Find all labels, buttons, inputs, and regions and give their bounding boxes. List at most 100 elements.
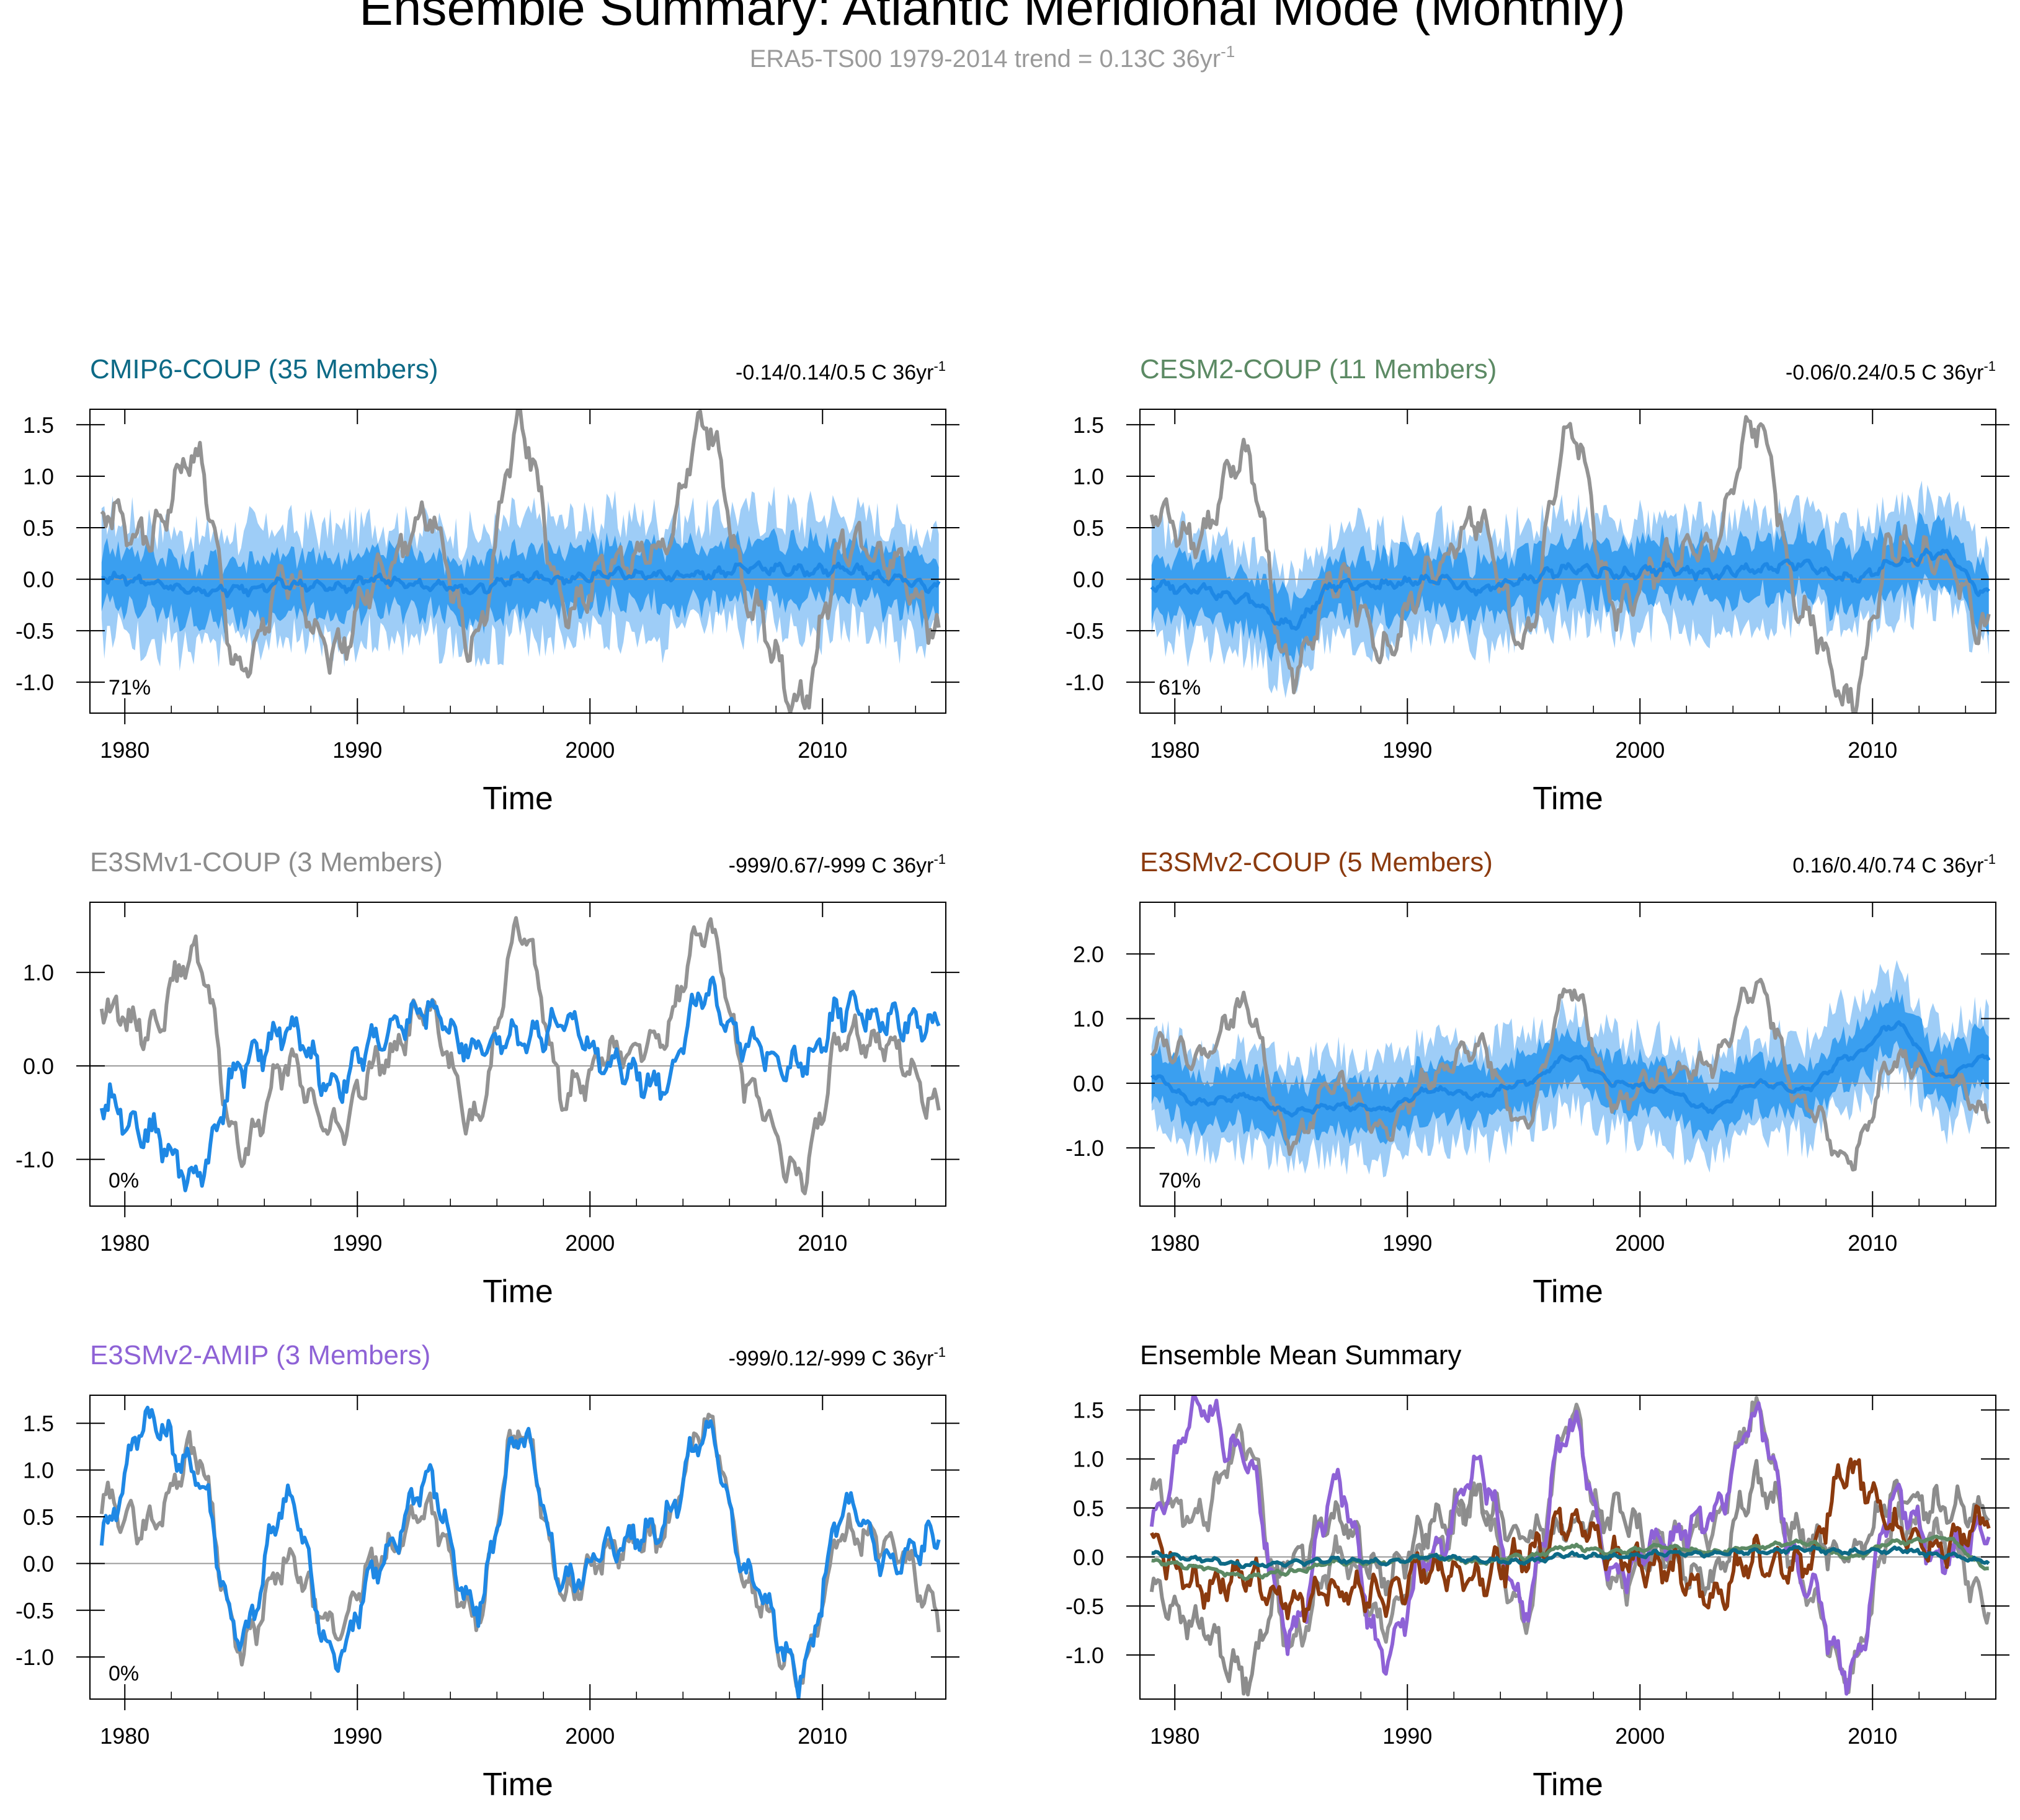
x-tick-label: 2010 bbox=[798, 737, 847, 763]
y-tick-label: 1.0 bbox=[23, 464, 54, 489]
y-tick-label: 1.5 bbox=[23, 412, 54, 438]
panel-1: CMIP6-COUP (35 Members) -0.14/0.14/0.5 C … bbox=[16, 354, 959, 817]
panel-trend-sup: -1 bbox=[1983, 851, 1996, 867]
percent-label: 71% bbox=[109, 676, 151, 699]
x-tick-label: 1980 bbox=[100, 1230, 149, 1256]
percent-label: 0% bbox=[109, 1662, 139, 1685]
panel-trend-sup: -1 bbox=[1983, 358, 1996, 374]
figure-subtitle-main: ERA5-TS00 1979-2014 trend = 0.13C 36yr bbox=[750, 45, 1221, 73]
panel-title: E3SMv2-AMIP (3 Members) bbox=[90, 1340, 430, 1370]
panel-trend-main: -999/0.12/-999 C 36yr bbox=[729, 1347, 934, 1370]
figure-subtitle-sup: -1 bbox=[1221, 42, 1235, 61]
y-tick-label: 0.5 bbox=[1073, 515, 1104, 541]
percent-label: 0% bbox=[109, 1169, 139, 1192]
x-tick-label: 1980 bbox=[100, 737, 149, 763]
series-line-cmip6-coup bbox=[101, 560, 941, 598]
x-tick-label: 1990 bbox=[1382, 737, 1432, 763]
percent-label: 61% bbox=[1159, 676, 1201, 699]
panel-plot-area bbox=[90, 409, 946, 713]
y-tick-label: 1.0 bbox=[1073, 1006, 1104, 1032]
panel-frame bbox=[89, 902, 946, 1207]
y-tick-label: 0.0 bbox=[23, 567, 54, 592]
panel-trend: 0.16/0.4/0.74 C 36yr-1 bbox=[1792, 851, 1996, 877]
band-inner bbox=[101, 525, 939, 634]
x-tick-label: 1980 bbox=[1150, 1230, 1199, 1256]
panel-title: E3SMv2-COUP (5 Members) bbox=[1140, 847, 1493, 877]
panel-frame bbox=[1139, 902, 1996, 1207]
panel-5: E3SMv2-AMIP (3 Members) -999/0.12/-999 C … bbox=[16, 1340, 959, 1803]
panel-trend-sup: -1 bbox=[933, 358, 946, 374]
panel-frame bbox=[89, 1395, 946, 1700]
panel-6: Ensemble Mean Summary 1.5 1.0 0.5 0.0 -0.5 -1.… bbox=[1066, 1340, 2009, 1803]
panel-trend: -0.14/0.14/0.5 C 36yr-1 bbox=[736, 358, 946, 384]
x-tick-label: 2010 bbox=[1848, 1230, 1897, 1256]
band-inner bbox=[1151, 988, 1989, 1147]
panel-trend: -999/0.67/-999 C 36yr-1 bbox=[729, 851, 946, 877]
y-tick-label: 1.0 bbox=[1073, 1447, 1104, 1472]
x-tick-label: 1980 bbox=[100, 1723, 149, 1749]
panel-2: CESM2-COUP (11 Members) -0.06/0.24/0.5 C … bbox=[1066, 354, 2009, 817]
series-line-era5-ts00 bbox=[100, 409, 941, 713]
y-tick-label: 1.0 bbox=[23, 1458, 54, 1483]
y-tick-label: -1.0 bbox=[1066, 1135, 1104, 1161]
x-tick-label: 2000 bbox=[1615, 1230, 1665, 1256]
y-tick-label: -0.5 bbox=[1066, 618, 1104, 644]
panel-frame bbox=[1139, 409, 1996, 714]
y-tick-label: 0.0 bbox=[1073, 1545, 1104, 1570]
x-tick-label: 2000 bbox=[565, 1723, 615, 1749]
y-tick-label: 1.5 bbox=[1073, 412, 1104, 438]
series-line-e3smv1-coup bbox=[99, 975, 941, 1192]
x-axis-label: Time bbox=[1533, 1274, 1603, 1310]
x-axis-label: Time bbox=[483, 781, 553, 817]
y-tick-label: -1.0 bbox=[1066, 670, 1104, 695]
y-tick-label: 0.5 bbox=[1073, 1496, 1104, 1521]
x-tick-label: 1990 bbox=[332, 1230, 382, 1256]
y-tick-label: -1.0 bbox=[16, 1147, 54, 1173]
y-tick-label: 0.0 bbox=[23, 1551, 54, 1576]
y-tick-label: 1.5 bbox=[23, 1411, 54, 1436]
x-axis-label: Time bbox=[1533, 781, 1603, 817]
y-tick-label: -0.5 bbox=[16, 1598, 54, 1623]
y-tick-label: 0.0 bbox=[1073, 1071, 1104, 1096]
x-tick-label: 2000 bbox=[1615, 1723, 1665, 1749]
panel-trend-sup: -1 bbox=[933, 851, 946, 867]
panel-3: E3SMv1-COUP (3 Members) -999/0.67/-999 C … bbox=[16, 847, 959, 1310]
series-line-cesm2-coup bbox=[1151, 1534, 1989, 1581]
series-line-e3smv2-amip bbox=[99, 1405, 941, 1699]
figure-subtitle: ERA5-TS00 1979-2014 trend = 0.13C 36yr-1 bbox=[750, 42, 1235, 73]
y-tick-label: 1.0 bbox=[1073, 464, 1104, 489]
panel-plot-area bbox=[1140, 960, 1996, 1178]
x-axis-label: Time bbox=[483, 1274, 553, 1310]
x-tick-label: 2000 bbox=[1615, 737, 1665, 763]
x-tick-label: 1980 bbox=[1150, 1723, 1199, 1749]
x-axis-label: Time bbox=[483, 1767, 553, 1803]
series-line-e3smv2-coup bbox=[1150, 1020, 1991, 1118]
x-tick-label: 2010 bbox=[798, 1723, 847, 1749]
x-tick-label: 1990 bbox=[1382, 1230, 1432, 1256]
panel-frame bbox=[89, 409, 946, 714]
percent-label: 70% bbox=[1159, 1169, 1201, 1192]
panel-trend-main: -0.06/0.24/0.5 C 36yr bbox=[1786, 361, 1983, 384]
y-tick-label: 0.0 bbox=[1073, 567, 1104, 592]
y-tick-label: 0.5 bbox=[23, 515, 54, 541]
panel-4: E3SMv2-COUP (5 Members) 0.16/0.4/0.74 C 3… bbox=[1066, 847, 2009, 1310]
y-tick-label: -0.5 bbox=[16, 618, 54, 644]
series-line-era5-ts00 bbox=[1149, 415, 1991, 713]
x-tick-label: 2010 bbox=[1848, 737, 1897, 763]
panel-plot-area bbox=[90, 1405, 946, 1699]
series-line-cesm2-coup bbox=[1150, 548, 1990, 631]
y-tick-label: 0.0 bbox=[23, 1054, 54, 1079]
panels-group: CMIP6-COUP (35 Members) -0.14/0.14/0.5 C … bbox=[16, 354, 2009, 1803]
x-tick-label: 1990 bbox=[332, 1723, 382, 1749]
x-tick-label: 1980 bbox=[1150, 737, 1199, 763]
series-line-era5-ts00 bbox=[1150, 977, 1991, 1172]
x-axis-label: Time bbox=[1533, 1767, 1603, 1803]
y-tick-label: 1.0 bbox=[23, 960, 54, 985]
x-tick-label: 1990 bbox=[332, 737, 382, 763]
panel-trend-main: -0.14/0.14/0.5 C 36yr bbox=[736, 361, 933, 384]
band-inner bbox=[1151, 512, 1989, 664]
y-tick-label: 0.5 bbox=[23, 1504, 54, 1530]
x-tick-label: 2000 bbox=[565, 1230, 615, 1256]
panel-title: Ensemble Mean Summary bbox=[1140, 1340, 1461, 1370]
